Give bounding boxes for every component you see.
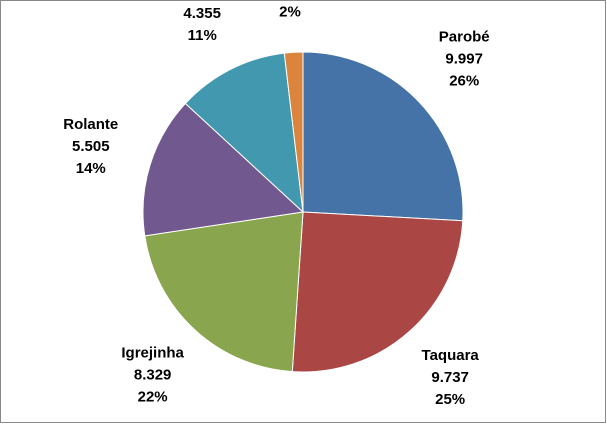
slice-value-label: 8.329	[134, 366, 172, 383]
slice-value-label: 5.505	[72, 138, 110, 155]
slice-percent-label: 14%	[76, 160, 106, 177]
slice-percent-label: 2%	[279, 3, 301, 20]
slice-percent-label: 22%	[138, 388, 168, 405]
slice-percent-label: 11%	[188, 27, 217, 44]
slice-percent-label: 25%	[435, 391, 465, 408]
slice-value-label: 4.355	[183, 5, 221, 22]
slice-category-label: Taquara	[422, 347, 480, 364]
slice-percent-label: 26%	[449, 72, 479, 89]
slice-value-label: 9.997	[445, 50, 483, 67]
slice-value-label: 9.737	[431, 369, 469, 386]
slice-category-label: Parobé	[439, 28, 490, 45]
slice-category-label: Rolante	[63, 116, 118, 133]
slice-category-label: Igrejinha	[121, 344, 184, 361]
